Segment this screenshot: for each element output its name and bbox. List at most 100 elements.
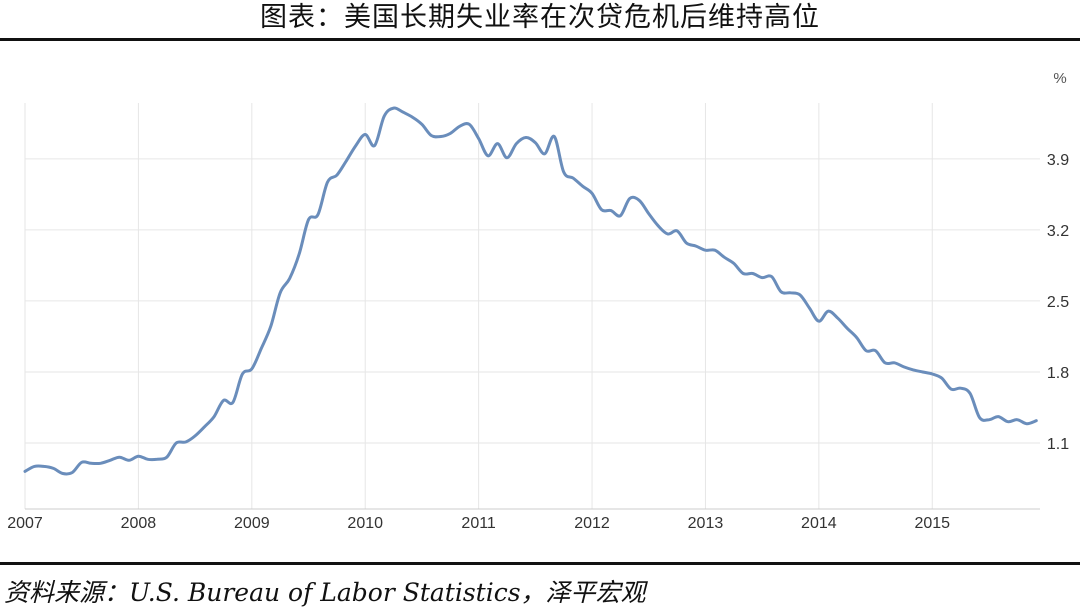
x-tick-label: 2011 (461, 515, 496, 532)
data-point (165, 456, 168, 459)
data-point (458, 125, 461, 128)
title-underline (0, 38, 1080, 41)
data-point (704, 249, 707, 252)
data-point (761, 276, 764, 279)
data-point (836, 317, 839, 320)
data-point (175, 442, 178, 444)
data-point (732, 262, 735, 265)
data-point (931, 373, 934, 375)
data-point (855, 336, 858, 339)
data-point (846, 327, 849, 330)
data-point (496, 142, 499, 145)
data-point (808, 307, 811, 309)
data-point (1016, 418, 1019, 421)
data-point (874, 349, 877, 352)
data-point (128, 459, 130, 462)
data-point (439, 135, 442, 138)
data-point (921, 371, 924, 373)
data-point (222, 399, 225, 402)
data-point (156, 458, 159, 461)
data-point (780, 290, 783, 293)
data-point (316, 213, 319, 216)
data-point (364, 133, 367, 136)
data-point (449, 132, 452, 135)
data-point (742, 272, 745, 275)
data-point (950, 388, 953, 391)
data-point (354, 144, 357, 147)
data-point (420, 123, 423, 126)
data-point (1035, 419, 1038, 422)
data-point (978, 416, 981, 419)
data-point (997, 415, 1000, 418)
series-group (23, 106, 1038, 476)
data-point (109, 459, 112, 462)
data-point (326, 181, 329, 184)
data-point (515, 142, 518, 145)
data-point (647, 212, 650, 215)
data-point (307, 218, 310, 221)
data-point (137, 455, 140, 458)
data-point (969, 392, 971, 395)
data-point (902, 365, 905, 368)
data-point (288, 277, 291, 280)
data-point (402, 111, 404, 114)
x-tick-label: 2012 (574, 515, 610, 532)
data-point (572, 177, 575, 180)
x-tick-label: 2008 (121, 515, 157, 532)
data-point (817, 320, 820, 323)
data-point (373, 144, 376, 147)
data-point (203, 425, 206, 428)
source-note: 资料来源：U.S. Bureau of Labor Statistics，泽平宏… (4, 578, 646, 607)
data-point (42, 465, 45, 468)
y-tick-label: 3.2 (1047, 223, 1069, 240)
data-point (685, 242, 688, 245)
chart-title: 图表：美国长期失业率在次贷危机后维持高位 (260, 2, 820, 33)
data-point (638, 199, 641, 202)
data-point (71, 471, 74, 474)
data-point (619, 214, 622, 217)
data-point (751, 272, 754, 275)
data-point (146, 458, 149, 461)
x-tick-label: 2010 (347, 515, 383, 532)
data-point (468, 123, 471, 126)
data-point (553, 135, 556, 138)
data-point (884, 361, 886, 364)
data-point (487, 154, 489, 157)
bottom-rule (0, 562, 1080, 565)
data-point (52, 467, 55, 470)
data-point (80, 461, 83, 464)
x-tick-label: 2013 (688, 515, 724, 532)
data-point (610, 209, 612, 212)
x-tick-labels: 2007 2008 2009 2010 2011 2012 2013 2014 2015 (7, 515, 950, 532)
data-point (118, 456, 121, 459)
data-point (477, 137, 480, 140)
data-point (543, 152, 546, 155)
data-point (260, 347, 263, 350)
series-line (23, 106, 1038, 476)
x-tick-label: 2014 (801, 515, 837, 532)
data-point (770, 275, 773, 278)
line-chart: % 1.11.82.53.23.9 2007 2008 2009 2010 2011 20… (7, 70, 1069, 532)
x-grid (24, 103, 933, 509)
data-point (250, 367, 253, 370)
data-point (591, 192, 593, 195)
data-point (90, 462, 93, 465)
data-point (1025, 422, 1028, 425)
y-tick-label: 3.9 (1047, 152, 1069, 169)
data-point (562, 171, 565, 173)
data-point (99, 462, 102, 465)
data-point (676, 229, 679, 232)
data-point (657, 224, 660, 227)
data-point (798, 293, 801, 296)
data-point (194, 434, 197, 437)
x-tick-label: 2009 (234, 515, 270, 532)
data-point (33, 465, 36, 468)
data-point (383, 115, 386, 118)
data-point (298, 253, 301, 256)
data-point (723, 256, 726, 259)
data-point (912, 368, 915, 371)
data-point (713, 249, 716, 252)
data-point (279, 291, 282, 294)
y-axis-unit: % (1053, 70, 1066, 87)
data-point (269, 325, 272, 328)
